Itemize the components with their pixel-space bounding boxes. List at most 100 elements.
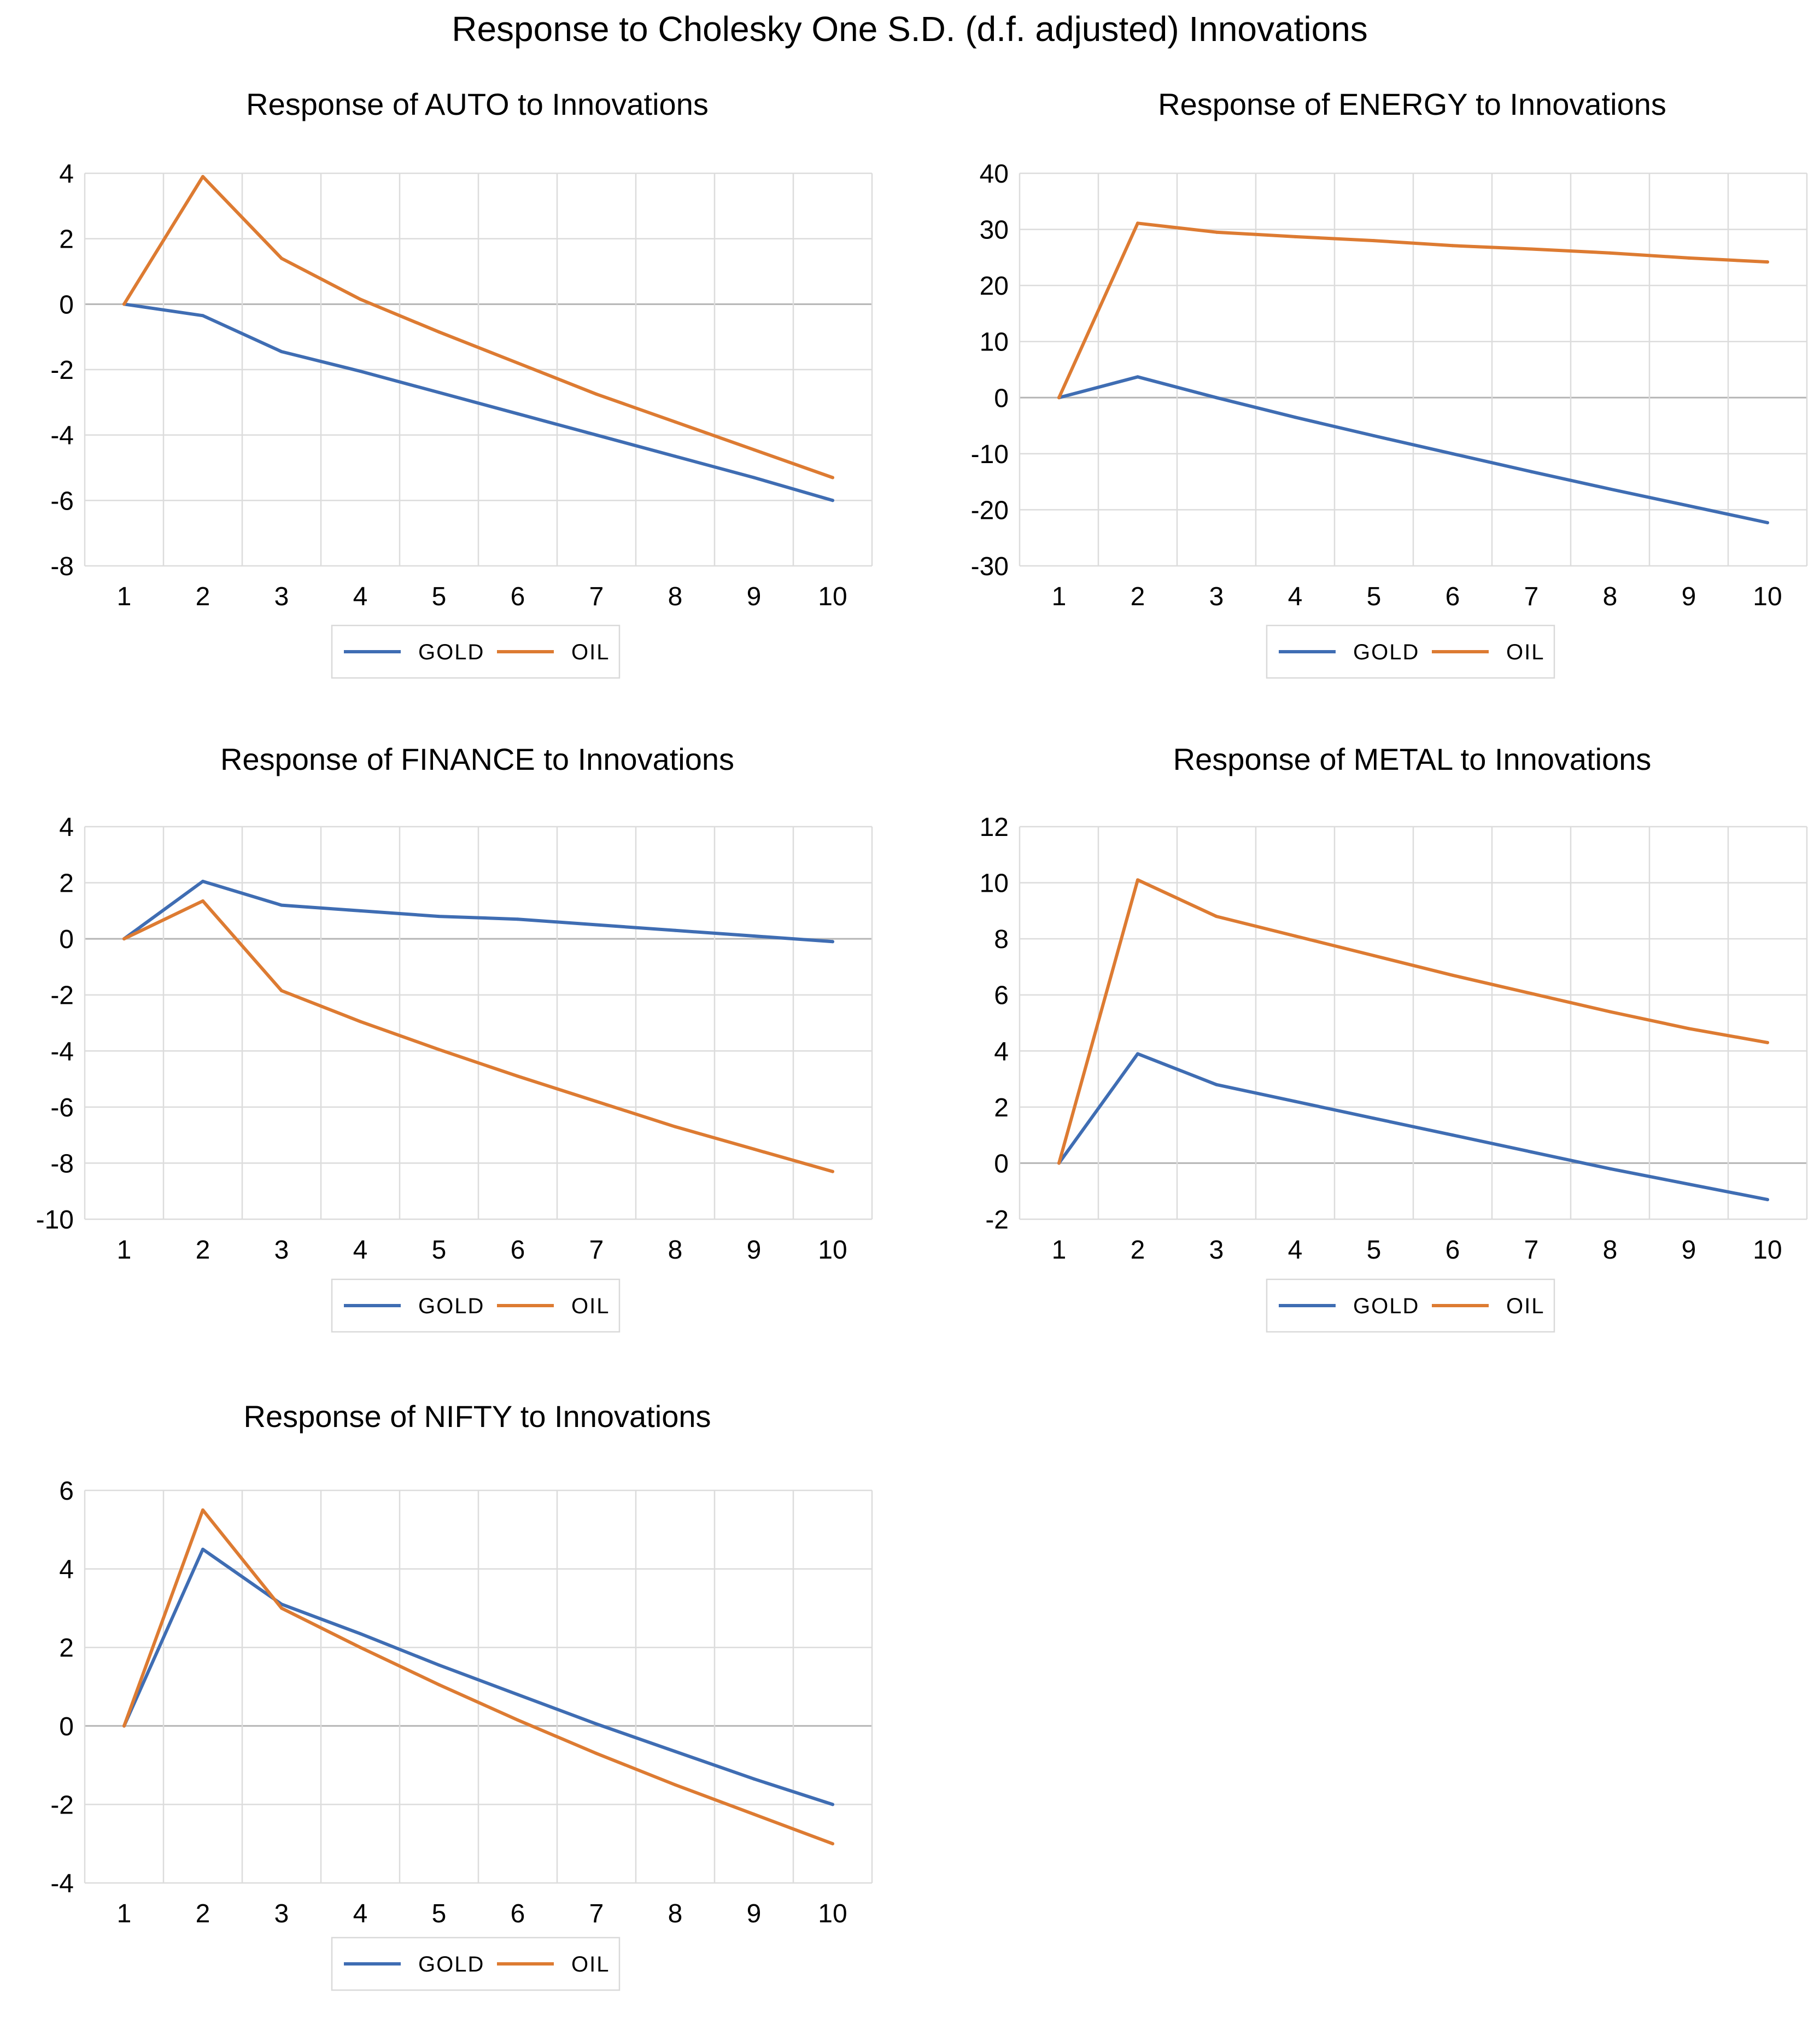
data-point-oil (1451, 244, 1454, 248)
y-tick-label: -2 (985, 1206, 1009, 1235)
legend: GOLD OIL (331, 1278, 621, 1333)
y-tick-label: 4 (59, 160, 74, 189)
x-tick-label: 9 (747, 582, 762, 611)
x-tick-label: 10 (818, 1236, 847, 1265)
chart-panel-4: Response of METAL to Innovations12108642… (980, 742, 1808, 1333)
data-point-oil (437, 330, 441, 334)
x-tick-label: 1 (117, 1236, 132, 1265)
series-line-gold (1057, 375, 1769, 524)
y-tick-label: 20 (980, 272, 1009, 301)
y-tick-label: 0 (59, 1712, 74, 1741)
data-point-gold (674, 454, 677, 458)
panel-title: Response of ENERGY to Innovations (1158, 87, 1666, 121)
data-point-gold (595, 433, 598, 437)
x-tick-label: 2 (1131, 582, 1145, 611)
x-tick-label: 5 (432, 582, 447, 611)
data-point-gold (1766, 1198, 1769, 1202)
data-point-oil (201, 175, 204, 178)
data-point-gold (595, 923, 598, 927)
data-point-gold (201, 314, 204, 318)
data-point-gold (1372, 434, 1376, 437)
x-tick-label: 5 (1367, 582, 1382, 611)
figure-title: Response to Cholesky One S.D. (d.f. adju… (452, 9, 1368, 49)
x-tick-label: 2 (196, 582, 210, 611)
x-tick-label: 9 (747, 1899, 762, 1928)
x-tick-label: 5 (432, 1899, 447, 1928)
y-tick-label: -10 (971, 440, 1009, 469)
data-point-oil (359, 297, 362, 301)
x-tick-label: 7 (589, 582, 604, 611)
y-tick-label: -4 (50, 422, 74, 451)
data-point-gold (1687, 1182, 1690, 1186)
y-tick-label: 0 (59, 925, 74, 954)
x-tick-label: 1 (117, 582, 132, 611)
x-tick-label: 5 (432, 1236, 447, 1265)
legend-label-gold: GOLD (418, 1294, 484, 1318)
x-tick-label: 9 (1682, 582, 1696, 611)
data-point-gold (280, 350, 283, 354)
legend-label-gold: GOLD (418, 1952, 484, 1976)
data-point-gold (752, 1777, 756, 1781)
data-point-oil (1530, 247, 1533, 251)
data-point-gold (1451, 1133, 1454, 1137)
data-point-gold (674, 928, 677, 932)
data-point-gold (752, 476, 756, 479)
legend-box (331, 1278, 621, 1333)
x-tick-label: 2 (196, 1236, 210, 1265)
data-point-oil (516, 1718, 519, 1722)
panel-title: Response of METAL to Innovations (1173, 742, 1652, 776)
y-tick-label: 0 (994, 384, 1009, 413)
panel-title: Response of AUTO to Innovations (246, 87, 709, 121)
series-line-oil (1057, 221, 1769, 400)
data-point-gold (516, 1693, 519, 1697)
chart-panel-3: Response of FINANCE to Innovations 4 2 0 -2 -… (36, 742, 873, 1333)
data-point-oil (1294, 235, 1297, 238)
y-tick-label: 2 (59, 1634, 74, 1663)
data-point-oil (280, 989, 283, 992)
chart-panel-1: Response of AUTO to Innovations 4 2 0 -2 -4 -6… (50, 87, 873, 679)
x-tick-label: 1 (1052, 1236, 1067, 1265)
data-point-gold (1294, 1099, 1297, 1103)
legend-label-oil: OIL (571, 1294, 610, 1318)
data-point-gold (1215, 396, 1218, 400)
chart-panel-5: Response of NIFTY to Innovations 6 4 2 0 -2 -4… (50, 1399, 873, 1991)
x-tick-label: 1 (117, 1899, 132, 1928)
x-tick-label: 3 (1209, 1236, 1224, 1265)
data-point-gold (359, 1632, 362, 1636)
legend: GOLD OIL (1266, 624, 1555, 679)
data-point-gold (359, 909, 362, 913)
series-line-gold (122, 880, 834, 944)
y-tick-label: -10 (36, 1206, 74, 1235)
data-point-oil (1687, 256, 1690, 260)
data-point-oil (201, 1508, 204, 1512)
x-tick-label: 10 (1753, 1236, 1782, 1265)
data-point-gold (1215, 1083, 1218, 1086)
chart-panel-2: Response of ENERGY to Innovations4030201… (971, 87, 1808, 679)
data-point-oil (359, 1646, 362, 1650)
data-point-oil (1608, 1010, 1612, 1014)
x-tick-label: 5 (1367, 1236, 1382, 1265)
data-point-gold (516, 917, 519, 921)
y-tick-label: 30 (980, 216, 1009, 245)
data-point-oil (752, 448, 756, 452)
data-point-oil (280, 1606, 283, 1610)
x-tick-label: 7 (589, 1899, 604, 1928)
y-tick-label: 2 (994, 1093, 1009, 1122)
x-tick-label: 4 (1288, 582, 1303, 611)
legend-label-oil: OIL (571, 640, 610, 664)
legend-label-gold: GOLD (418, 640, 484, 664)
x-tick-label: 6 (511, 582, 525, 611)
data-point-gold (831, 940, 834, 944)
legend-label-oil: OIL (571, 1952, 610, 1976)
data-point-gold (1294, 416, 1297, 419)
x-tick-label: 9 (1682, 1236, 1696, 1265)
data-point-oil (1687, 1027, 1690, 1031)
data-point-gold (437, 390, 441, 394)
series-line-gold (122, 302, 834, 502)
data-point-gold (831, 499, 834, 502)
y-tick-label: 2 (59, 225, 74, 254)
data-point-gold (1451, 452, 1454, 455)
series-line-oil (122, 899, 834, 1173)
panel-title: Response of FINANCE to Innovations (220, 742, 734, 776)
